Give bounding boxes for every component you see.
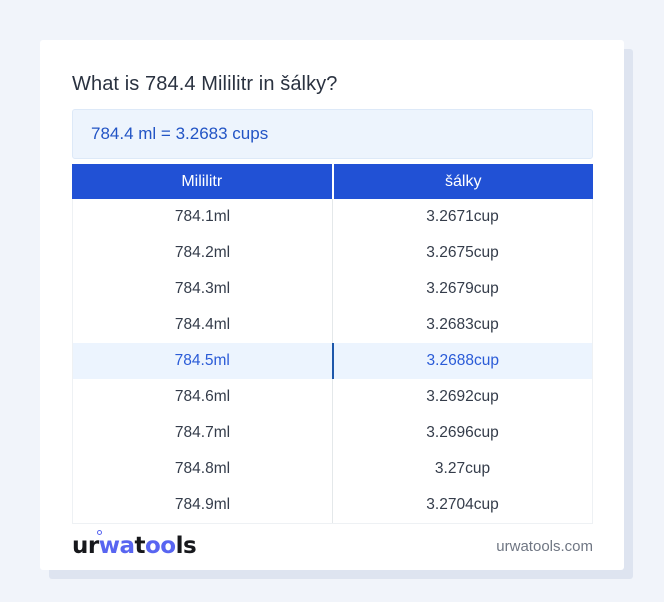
ml-cell: 784.5ml bbox=[73, 343, 334, 379]
ml-cell: 784.6ml bbox=[73, 379, 333, 415]
cup-cell: 3.2688cup bbox=[426, 352, 499, 369]
conversion-card: What is 784.4 Mililitr in šálky? 784.4 m… bbox=[40, 40, 624, 570]
cup-cell: 3.2675cup bbox=[426, 244, 499, 261]
logo-part-ur: ur bbox=[72, 533, 99, 559]
ml-cell: 784.1ml bbox=[73, 199, 333, 235]
cup-cell: 3.27cup bbox=[434, 460, 491, 477]
table-row[interactable]: 784.3ml 3.2679cup bbox=[73, 271, 592, 307]
ml-cell: 784.4ml bbox=[73, 307, 333, 343]
urwatools-logo[interactable]: ur watools bbox=[72, 530, 197, 561]
cup-cell: 3.2692cup bbox=[426, 388, 499, 405]
table-body: 784.1ml 3.2671cup 784.2ml 3.2675cup 784.3ml 3… bbox=[72, 199, 593, 524]
cup-cell: 3.2704cup bbox=[426, 496, 499, 513]
logo-part-wa: wa bbox=[96, 530, 135, 559]
conversion-table: Mililitr šálky 784.1ml 3.2671cup 784.2ml 3.… bbox=[72, 164, 593, 524]
logo-part-oo: oo bbox=[145, 533, 176, 559]
cup-cell: 3.2671cup bbox=[426, 208, 499, 225]
table-row[interactable]: 784.2ml 3.2675cup bbox=[73, 235, 592, 271]
table-row[interactable]: 784.6ml 3.2692cup bbox=[73, 379, 592, 415]
card-footer: ur watools urwatools.com bbox=[72, 530, 593, 561]
cup-cell: 3.2679cup bbox=[426, 280, 499, 297]
ml-cell: 784.2ml bbox=[73, 235, 333, 271]
conversion-result-text: 784.4 ml = 3.2683 cups bbox=[91, 124, 269, 143]
table-header-salky: šálky bbox=[445, 172, 482, 190]
page-title: What is 784.4 Mililitr in šálky? bbox=[72, 73, 338, 95]
table-header-mililitr: Mililitr bbox=[72, 164, 334, 199]
cup-cell: 3.2683cup bbox=[426, 316, 499, 333]
table-row[interactable]: 784.5ml 3.2688cup bbox=[73, 343, 592, 379]
ml-cell: 784.7ml bbox=[73, 415, 333, 451]
table-header-row: Mililitr šálky bbox=[72, 164, 593, 199]
ml-cell: 784.3ml bbox=[73, 271, 333, 307]
ml-cell: 784.9ml bbox=[73, 487, 333, 523]
logo-part-ls: ls bbox=[175, 533, 197, 559]
table-row[interactable]: 784.4ml 3.2683cup bbox=[73, 307, 592, 343]
table-row[interactable]: 784.8ml 3.27cup bbox=[73, 451, 592, 487]
ml-cell: 784.8ml bbox=[73, 451, 333, 487]
site-domain-text: urwatools.com bbox=[496, 538, 593, 556]
table-row[interactable]: 784.7ml 3.2696cup bbox=[73, 415, 592, 451]
logo-part-t: t bbox=[134, 533, 146, 559]
table-row[interactable]: 784.1ml 3.2671cup bbox=[73, 199, 592, 235]
table-row[interactable]: 784.9ml 3.2704cup bbox=[73, 487, 592, 523]
cup-cell: 3.2696cup bbox=[426, 424, 499, 441]
logo-ring-icon bbox=[96, 530, 102, 535]
conversion-result-box: 784.4 ml = 3.2683 cups bbox=[72, 109, 593, 159]
